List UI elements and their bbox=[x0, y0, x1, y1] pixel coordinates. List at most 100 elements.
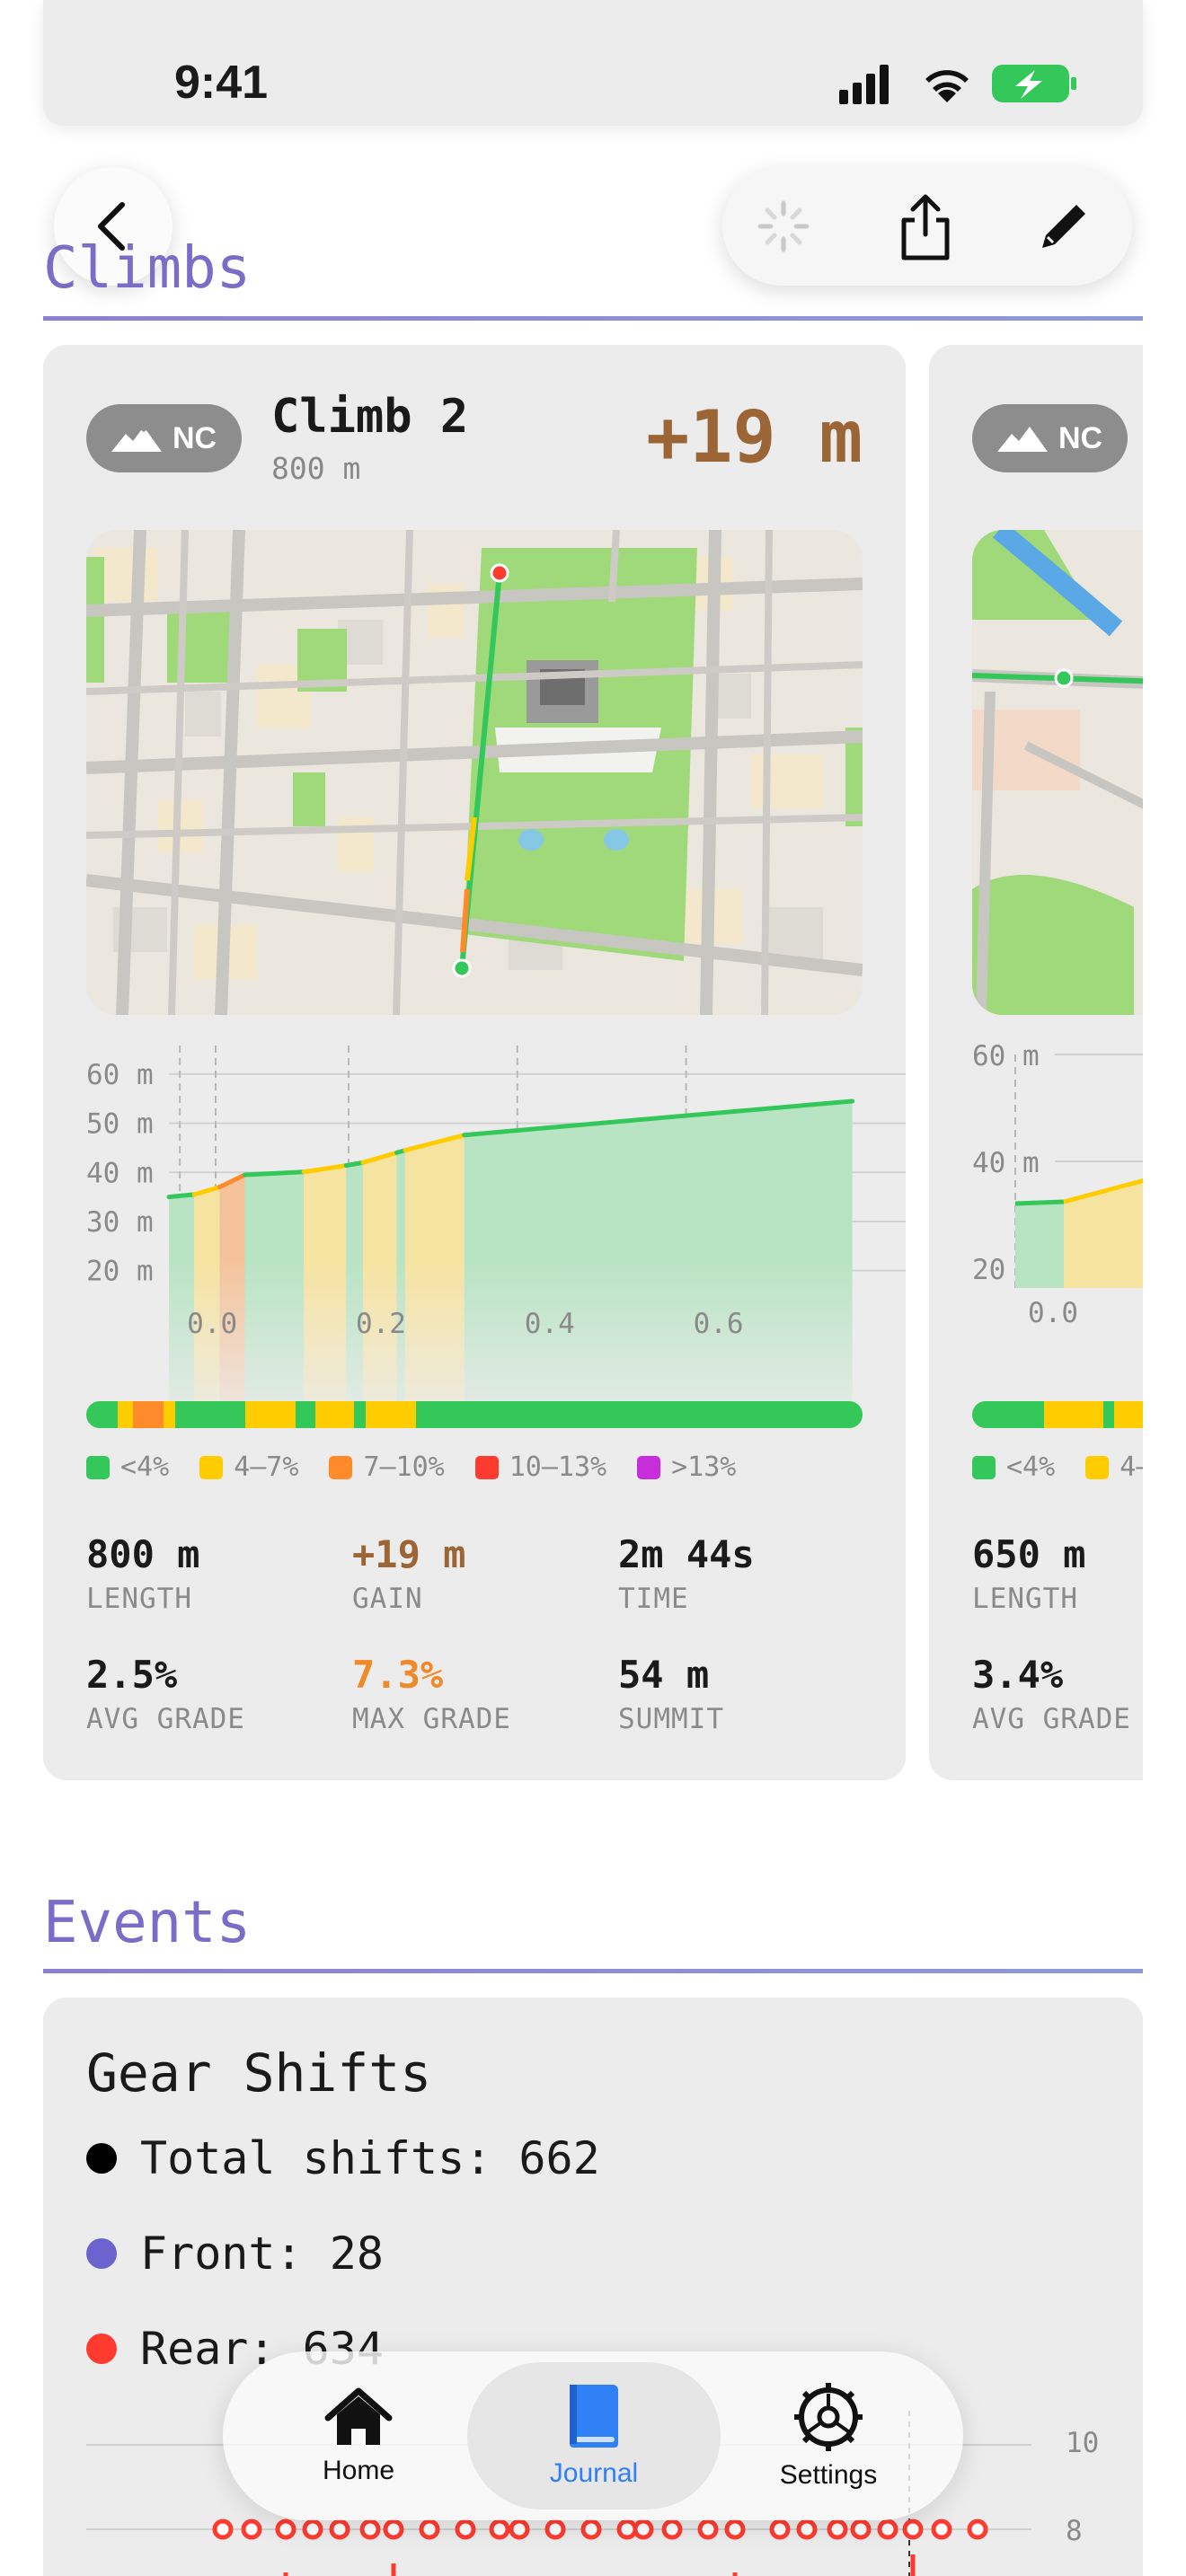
stat-label: AVG GRADE bbox=[972, 1703, 1131, 1735]
x-tick-label: 0.4 bbox=[525, 1308, 575, 1340]
area-fade bbox=[169, 1259, 861, 1421]
grade-legend: <4% 4–7% 7–10% 10–13% >13% bbox=[86, 1451, 736, 1483]
x-tick-label: 0.0 bbox=[187, 1308, 237, 1340]
badge-label: NC bbox=[173, 420, 217, 455]
legend-swatch bbox=[1085, 1455, 1110, 1479]
stat-label: MAX GRADE bbox=[352, 1703, 511, 1735]
gear-shifts-title: Gear Shifts bbox=[86, 2042, 432, 2104]
stat-label: GAIN bbox=[352, 1583, 423, 1615]
section-divider bbox=[43, 316, 1143, 321]
shift-marker bbox=[661, 2519, 683, 2540]
legend-label: >13% bbox=[671, 1451, 737, 1483]
legend-swatch bbox=[86, 1455, 110, 1479]
badge-label: NC bbox=[1058, 420, 1103, 455]
y-tick-label: 20 m bbox=[86, 1256, 154, 1288]
section-title-events: Events bbox=[43, 1890, 252, 1956]
legend-swatch bbox=[199, 1455, 224, 1479]
grade-bar-segment bbox=[164, 1401, 176, 1428]
tab-label: Home bbox=[322, 2456, 395, 2485]
climb-card-next[interactable]: NC 60 m 40 m 20 m bbox=[929, 345, 1143, 1780]
stat-value: 7.3% bbox=[352, 1653, 444, 1697]
stat-label: AVG GRADE bbox=[86, 1703, 245, 1735]
legend-label: 7–10% bbox=[363, 1451, 445, 1483]
legend-label: 10–13% bbox=[509, 1451, 607, 1483]
share-icon bbox=[901, 194, 950, 260]
shift-marker bbox=[616, 2519, 638, 2540]
stat-value: 2m 44s bbox=[618, 1532, 755, 1576]
shift-marker bbox=[419, 2519, 440, 2540]
legend-item: <4% bbox=[972, 1451, 1055, 1483]
legend-label: 4–7% bbox=[1120, 1451, 1143, 1483]
shift-marker bbox=[967, 2519, 988, 2540]
shift-marker bbox=[769, 2519, 791, 2540]
grade-bar-segment bbox=[117, 1401, 133, 1428]
grade-bar-segment bbox=[354, 1401, 366, 1428]
legend-item: 10–13% bbox=[474, 1451, 607, 1483]
tab-home[interactable]: Home bbox=[273, 2351, 444, 2520]
shift-marker bbox=[383, 2519, 404, 2540]
shift-marker bbox=[580, 2519, 602, 2540]
stat-value: 650 m bbox=[972, 1532, 1086, 1576]
shift-total: Total shifts: 662 bbox=[86, 2132, 600, 2184]
shift-total-text: Total shifts: 662 bbox=[140, 2132, 600, 2184]
shift-marker bbox=[877, 2519, 898, 2540]
share-button[interactable] bbox=[881, 189, 970, 264]
grade-bar-segment bbox=[365, 1401, 417, 1428]
edit-button[interactable] bbox=[1019, 189, 1109, 264]
stat-value: 3.4% bbox=[972, 1653, 1064, 1697]
legend-dot bbox=[86, 2333, 117, 2364]
tab-settings[interactable]: Settings bbox=[740, 2351, 916, 2520]
climb-category-badge: NC bbox=[972, 404, 1128, 472]
grade-bar-segment bbox=[416, 1401, 863, 1428]
legend-swatch bbox=[972, 1455, 996, 1479]
shift-marker bbox=[796, 2519, 818, 2540]
shift-marker bbox=[212, 2519, 234, 2540]
loading-spinner-icon bbox=[757, 199, 810, 257]
tab-label: Journal bbox=[549, 2458, 639, 2488]
elevation-line bbox=[462, 1098, 855, 1138]
gear-shifts-list: Total shifts: 662 Front: 28 Rear: 634 bbox=[86, 2132, 600, 2375]
shift-marker bbox=[931, 2519, 952, 2540]
grade-bar-segment bbox=[132, 1401, 164, 1428]
chevron-left-icon bbox=[98, 202, 125, 251]
climb-stats: 800 m LENGTH +19 m GAIN 2m 44s TIME 2.5% AVG GR… bbox=[86, 1532, 868, 1766]
route-end-marker bbox=[490, 563, 509, 583]
shift-marker bbox=[633, 2519, 654, 2540]
tab-journal[interactable]: Journal bbox=[467, 2362, 721, 2510]
battery-icon bbox=[992, 65, 1076, 102]
pencil-icon bbox=[1042, 205, 1085, 248]
elevation-line bbox=[343, 1160, 366, 1169]
y-tick-label: 8 bbox=[1066, 2515, 1083, 2547]
stat-value: 2.5% bbox=[86, 1653, 178, 1697]
climb-card-clip: NC 60 m 40 m 20 m bbox=[929, 345, 1143, 1780]
climb-name: Climb 2 bbox=[271, 390, 469, 444]
route-map[interactable] bbox=[972, 530, 1143, 1015]
status-bar bbox=[43, 0, 1143, 126]
climb-distance: 800 m bbox=[271, 451, 361, 486]
x-tick-label: 0.0 bbox=[1028, 1297, 1078, 1329]
back-button[interactable] bbox=[54, 167, 173, 286]
legend-item: 7–10% bbox=[329, 1451, 445, 1483]
elevation-line bbox=[403, 1133, 467, 1153]
stat-label: TIME bbox=[618, 1583, 689, 1615]
elevation-chart bbox=[1014, 1054, 1143, 1288]
y-tick-label: 30 m bbox=[86, 1206, 154, 1239]
section-divider bbox=[43, 1969, 1143, 1973]
shift-marker bbox=[455, 2519, 476, 2540]
grade-bar-segment bbox=[175, 1401, 246, 1428]
street-map bbox=[972, 530, 1143, 1015]
shift-marker bbox=[827, 2519, 848, 2540]
climb-card[interactable]: NC Climb 2 800 m +19 m bbox=[43, 345, 906, 1780]
cellular-signal-icon bbox=[839, 65, 889, 104]
stat-value: 800 m bbox=[86, 1532, 200, 1576]
route-map[interactable] bbox=[86, 530, 863, 1015]
status-time: 9:41 bbox=[174, 57, 269, 109]
shift-marker bbox=[329, 2519, 350, 2540]
legend-swatch bbox=[474, 1455, 499, 1479]
shift-marker bbox=[509, 2519, 530, 2540]
legend-item: 4–7% bbox=[199, 1451, 298, 1483]
elevation-line bbox=[301, 1163, 349, 1175]
shift-marker bbox=[359, 2519, 381, 2540]
shift-marker bbox=[697, 2519, 719, 2540]
status-icons bbox=[839, 65, 1076, 104]
